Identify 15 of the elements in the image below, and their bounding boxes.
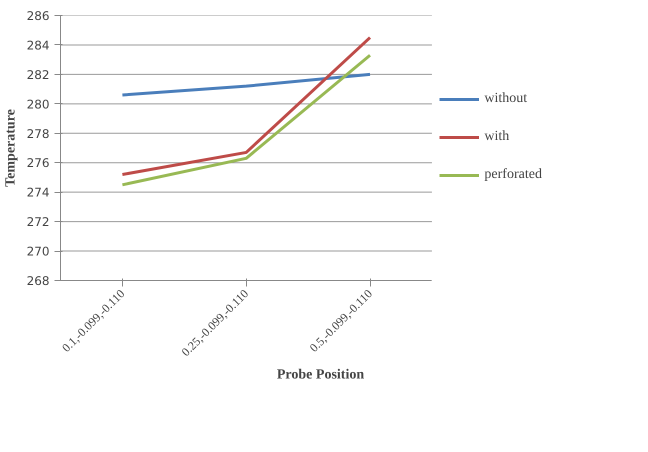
y-tick-label: 270 bbox=[26, 244, 50, 259]
y-tick-label: 272 bbox=[26, 215, 50, 230]
y-tick-label: 268 bbox=[26, 274, 50, 288]
y-tick-label: 274 bbox=[26, 186, 50, 200]
legend-label: perforated bbox=[484, 167, 542, 183]
y-axis-title: Temperature bbox=[4, 109, 19, 187]
y-tick-label: 286 bbox=[26, 9, 50, 23]
y-tick-label: 284 bbox=[26, 38, 50, 52]
y-tick-label: 278 bbox=[26, 126, 50, 141]
x-axis-title: Probe Position bbox=[276, 368, 364, 383]
y-tick-label: 276 bbox=[26, 156, 50, 170]
y-tick-label: 280 bbox=[26, 97, 50, 112]
legend-label: without bbox=[484, 91, 528, 107]
legend-label: with bbox=[484, 129, 510, 145]
y-tick-label: 282 bbox=[26, 68, 50, 82]
